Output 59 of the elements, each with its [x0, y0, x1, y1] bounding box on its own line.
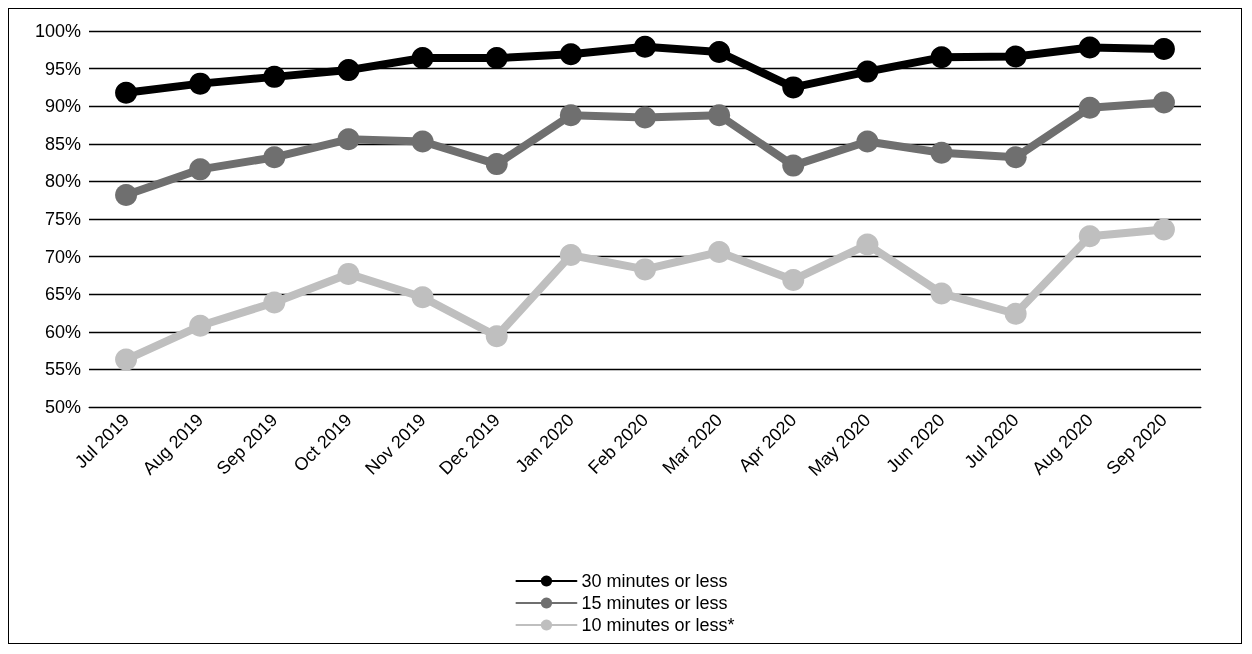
y-tick-label: 75% — [44, 209, 81, 229]
point — [930, 141, 953, 164]
point — [263, 291, 286, 314]
point — [411, 47, 434, 70]
legend-label: 10 minutes or less* — [581, 615, 735, 635]
point — [263, 146, 286, 169]
y-tick-label: 80% — [44, 171, 81, 192]
y-tick-label: 85% — [44, 133, 81, 154]
point — [856, 130, 879, 153]
y-tick-label: 55% — [44, 359, 81, 380]
legend-label: 30 minutes or less — [581, 571, 728, 591]
point — [856, 60, 879, 83]
y-tick-label: 90% — [44, 96, 81, 117]
point — [485, 47, 508, 70]
point — [337, 262, 360, 285]
point — [337, 128, 360, 151]
point — [930, 46, 953, 69]
point — [411, 286, 434, 309]
point — [782, 268, 805, 291]
point — [559, 104, 582, 127]
point — [559, 244, 582, 267]
y-tick-label: 70% — [44, 246, 81, 267]
point — [485, 153, 508, 176]
point — [1152, 38, 1175, 61]
point — [189, 72, 212, 95]
point — [1152, 218, 1175, 241]
point — [782, 154, 805, 177]
point — [1078, 36, 1101, 59]
point — [930, 282, 953, 305]
point — [708, 241, 731, 264]
point — [708, 41, 731, 64]
point — [115, 348, 138, 371]
point — [1004, 146, 1027, 169]
y-tick-label: 60% — [44, 321, 81, 342]
y-tick-label: 50% — [44, 397, 81, 417]
y-tick-label: 65% — [44, 284, 81, 305]
point — [1004, 302, 1027, 325]
point — [485, 325, 508, 348]
point — [411, 130, 434, 153]
point — [1004, 45, 1027, 68]
point — [1152, 91, 1175, 114]
point — [1078, 96, 1101, 119]
point — [634, 35, 656, 58]
point — [115, 183, 138, 206]
point — [708, 104, 731, 127]
point — [856, 233, 879, 256]
point — [115, 81, 138, 104]
legend-label: 15 minutes or less — [581, 593, 728, 613]
point — [559, 43, 582, 66]
point — [189, 314, 212, 337]
point — [337, 59, 360, 82]
y-tick-label: 100% — [34, 21, 81, 41]
point — [1078, 225, 1101, 248]
point — [782, 76, 805, 99]
point — [634, 106, 656, 129]
point — [263, 65, 286, 88]
point — [189, 158, 212, 181]
y-tick-label: 95% — [44, 58, 81, 79]
point — [634, 258, 656, 281]
